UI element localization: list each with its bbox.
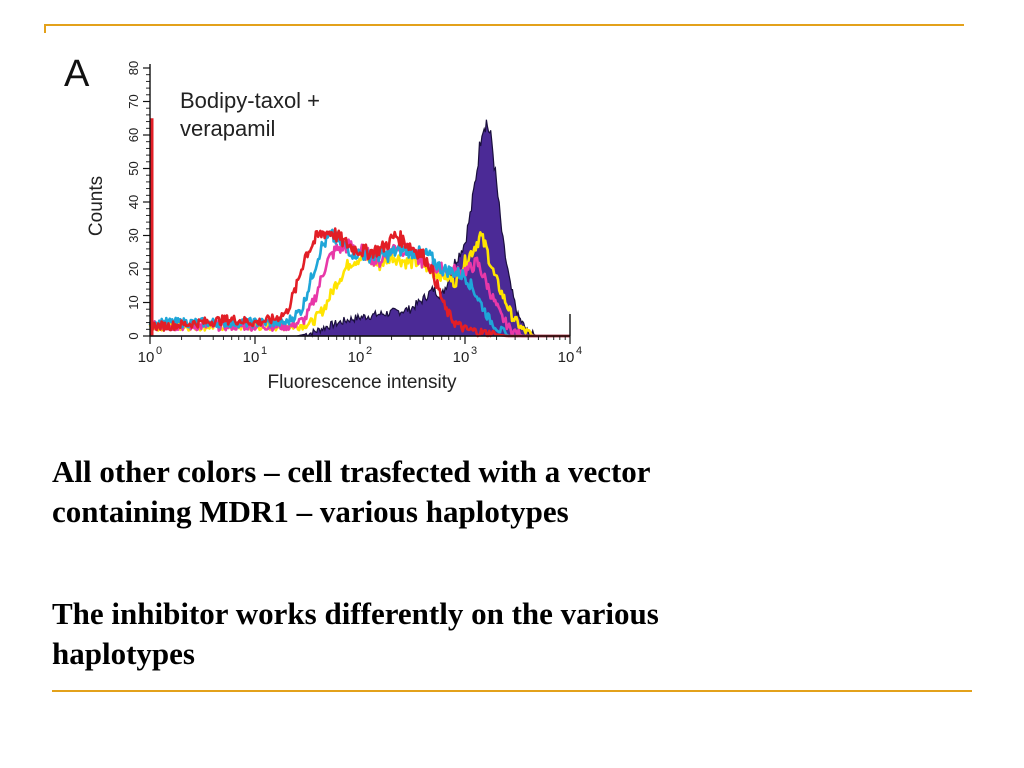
- flow-cytometry-histogram: A 0 10 20 30 40 50 60 70 80 10 0 10 1 10 2 10 3 10 4 Bodip…: [62, 38, 590, 402]
- x-tick-exponent-1: 1: [261, 345, 267, 357]
- y-tick-label-10: 10: [126, 295, 141, 309]
- caption-1-line-1: All other colors – cell trasfected with …: [52, 454, 651, 489]
- y-tick-label-20: 20: [126, 262, 141, 276]
- y-tick-label-50: 50: [126, 161, 141, 175]
- y-tick-label-70: 70: [126, 94, 141, 108]
- x-tick-label-3: 10: [453, 349, 470, 366]
- series-4-line: [148, 227, 571, 338]
- y-tick-label-30: 30: [126, 228, 141, 242]
- y-tick-label-40: 40: [126, 195, 141, 209]
- x-tick-label-2: 10: [348, 349, 365, 366]
- plot-area: [148, 118, 571, 338]
- x-tick-exponent-0: 0: [156, 345, 162, 357]
- x-tick-label-0: 10: [138, 349, 155, 366]
- caption-2-line-2: haplotypes: [52, 636, 195, 671]
- x-tick-exponent-2: 2: [366, 345, 372, 357]
- y-tick-label-80: 80: [126, 61, 141, 75]
- x-tick-label-4: 10: [558, 349, 575, 366]
- top-accent-rule: [44, 24, 964, 26]
- x-tick-exponent-3: 3: [471, 345, 477, 357]
- caption-2-line-1: The inhibitor works differently on the v…: [52, 596, 659, 631]
- annotation-line-1: Bodipy-taxol +: [180, 88, 320, 113]
- annotation-line-2: verapamil: [180, 116, 275, 141]
- figure-background: [62, 38, 590, 402]
- caption-paragraph-1: All other colors – cell trasfected with …: [52, 452, 952, 532]
- caption-1-line-2: containing MDR1 – various haplotypes: [52, 494, 569, 529]
- y-tick-label-0: 0: [126, 332, 141, 339]
- y-tick-label-60: 60: [126, 128, 141, 142]
- y-axis-label: Counts: [86, 176, 107, 236]
- top-accent-rule-tick: [44, 24, 46, 33]
- x-axis-label: Fluorescence intensity: [267, 372, 457, 393]
- panel-label: A: [64, 53, 90, 95]
- bottom-accent-rule: [52, 690, 972, 692]
- x-tick-label-1: 10: [243, 349, 260, 366]
- x-tick-exponent-4: 4: [576, 345, 582, 357]
- caption-paragraph-2: The inhibitor works differently on the v…: [52, 594, 952, 674]
